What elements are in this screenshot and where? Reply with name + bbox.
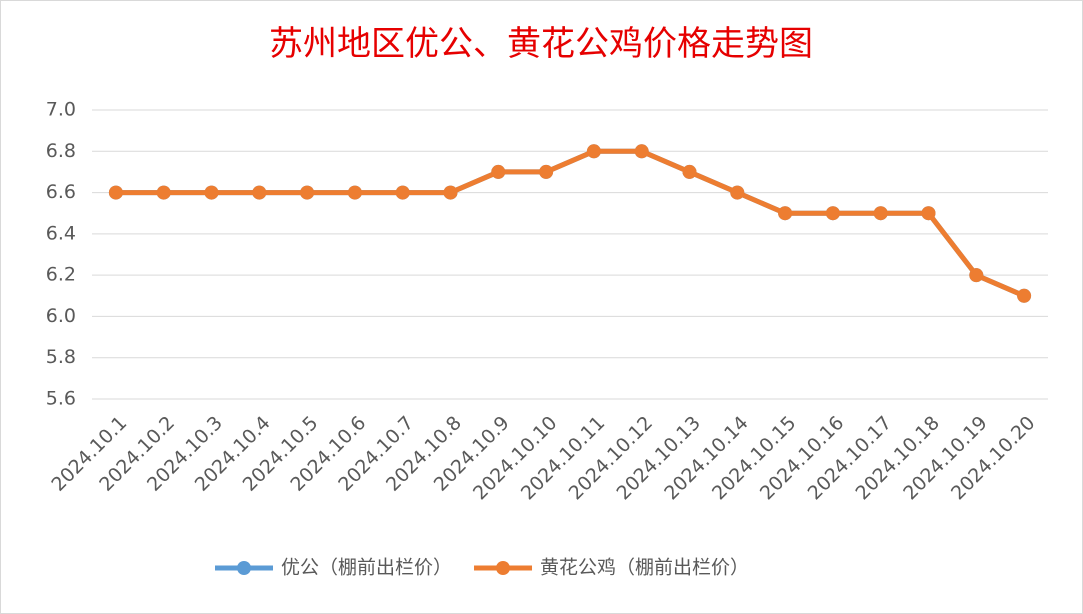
chart-title: 苏州地区优公、黄花公鸡价格走势图	[269, 24, 813, 64]
line	[115, 148, 1026, 299]
marker	[921, 206, 936, 221]
y-tick-label: 5.6	[46, 388, 76, 410]
marker	[1017, 288, 1032, 303]
y-tick-label: 6.0	[46, 305, 76, 327]
marker	[778, 206, 793, 221]
legend-label: 优公（棚前出栏价）	[281, 557, 452, 579]
legend-label: 黄花公鸡（棚前出栏价）	[540, 557, 749, 579]
marker	[873, 206, 888, 221]
marker	[539, 164, 554, 179]
marker	[252, 185, 267, 200]
marker	[969, 268, 984, 283]
marker	[634, 144, 649, 159]
marker	[395, 185, 410, 200]
y-tick-label: 5.8	[46, 346, 76, 368]
y-tick-label: 6.8	[46, 140, 76, 162]
marker	[491, 164, 506, 179]
marker	[586, 144, 601, 159]
marker	[347, 185, 362, 200]
marker	[204, 185, 219, 200]
legend-marker	[237, 561, 251, 575]
marker	[682, 164, 697, 179]
marker	[825, 206, 840, 221]
marker	[156, 185, 171, 200]
marker	[443, 185, 458, 200]
y-tick-label: 6.2	[46, 264, 76, 286]
marker	[108, 185, 123, 200]
legend-marker	[496, 561, 511, 575]
y-tick-label: 6.4	[46, 222, 76, 244]
marker	[300, 185, 315, 200]
marker	[730, 185, 745, 200]
y-tick-label: 7.0	[46, 99, 76, 121]
y-tick-label: 6.6	[46, 181, 76, 203]
